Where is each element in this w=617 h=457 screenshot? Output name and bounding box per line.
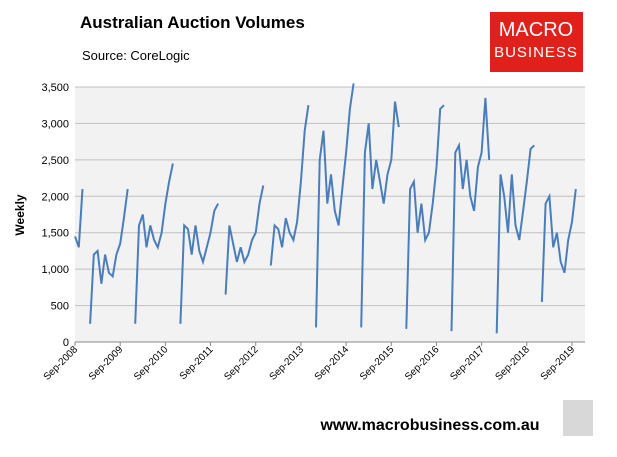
footer-url: www.macrobusiness.com.au [319,417,539,434]
x-tick-label: Sep-2009 [87,344,126,383]
wolf-icon [563,400,593,436]
series-line [74,83,577,334]
x-tick-label: Sep-2017 [448,344,487,383]
chart-subtitle: Source: CoreLogic [82,48,190,63]
y-tick-label: 1,500 [41,228,69,240]
y-axis-label: Weekly [13,194,27,235]
x-tick-label: Sep-2018 [493,344,532,383]
y-tick-label: 1,000 [41,264,69,276]
x-tick-label: Sep-2012 [222,344,261,383]
y-tick-label: 2,500 [41,155,69,167]
x-tick-label: Sep-2010 [132,344,171,383]
logo-text: MACRO [499,19,573,41]
x-tick-label: Sep-2013 [268,344,307,383]
y-tick-label: 2,000 [41,191,69,203]
y-tick-label: 500 [51,301,69,313]
y-tick-label: 3,500 [41,82,69,94]
x-tick-label: Sep-2008 [42,344,81,383]
x-tick-label: Sep-2019 [539,344,578,383]
x-tick-label: Sep-2016 [403,344,442,383]
y-tick-label: 0 [63,337,69,349]
x-tick-label: Sep-2014 [313,344,352,383]
x-tick-label: Sep-2011 [178,344,216,382]
chart-title: Australian Auction Volumes [80,13,305,32]
logo-text: BUSINESS [494,44,578,61]
logo-box [490,12,583,72]
y-tick-label: 3,000 [41,118,69,130]
x-tick-label: Sep-2015 [358,344,397,383]
